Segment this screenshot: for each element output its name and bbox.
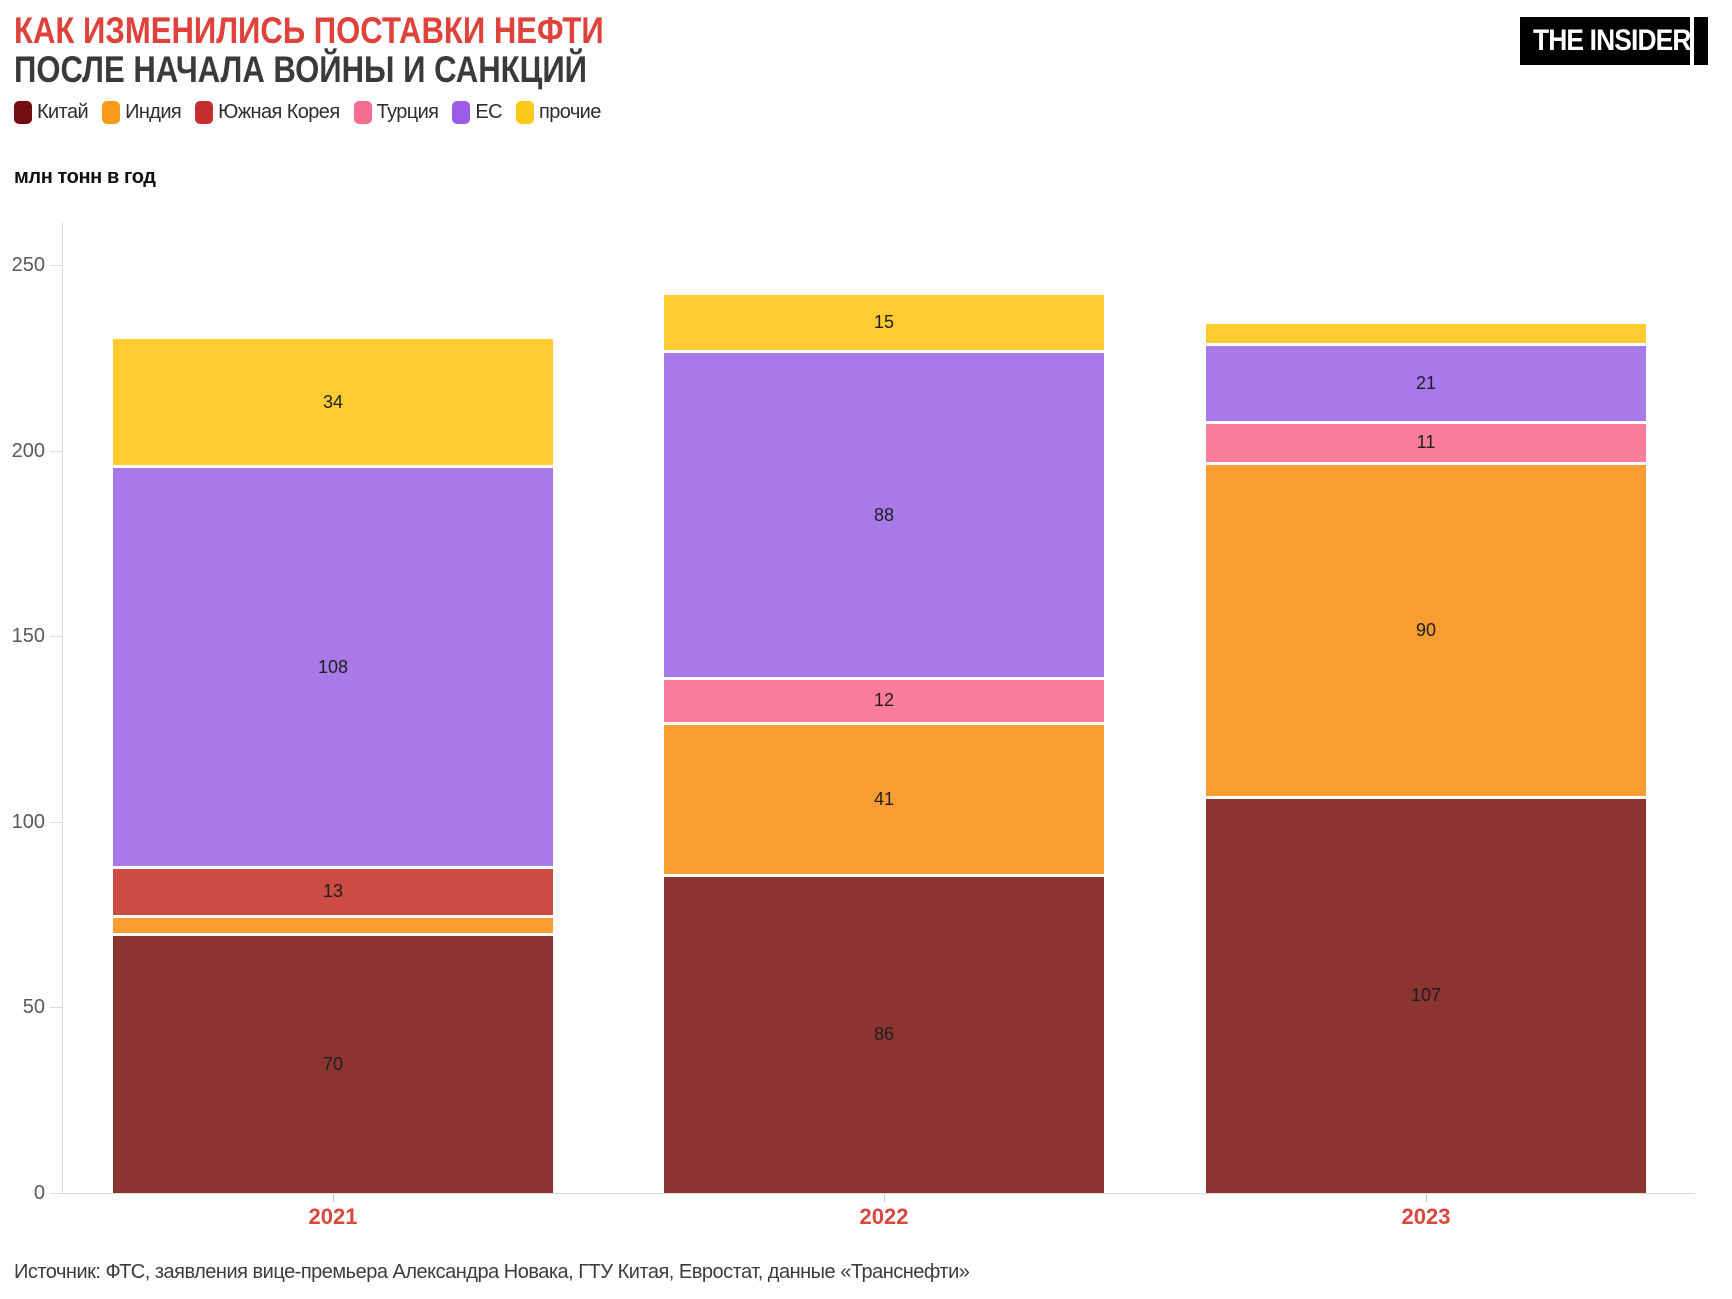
y-tick-label: 200	[11, 439, 45, 462]
bar-segment-Индия	[113, 914, 553, 934]
legend-swatch-eu	[452, 101, 471, 124]
y-tick-label: 150	[11, 625, 45, 648]
legend-label: Турция	[376, 101, 439, 123]
y-tick-label: 250	[11, 254, 45, 276]
y-tick-mark	[50, 636, 62, 638]
chart-legend: Китай Индия Южная Корея Турция ЕС прочие	[14, 101, 615, 124]
bar-segment-Южная Корея: 13	[113, 866, 553, 915]
legend-item-turkey: Турция	[353, 101, 439, 124]
y-tick-label: 100	[11, 810, 45, 833]
x-tick-label: 2023	[1401, 1204, 1451, 1229]
chart-title: КАК ИЗМЕНИЛИСЬ ПОСТАВКИ НЕФТИ	[14, 10, 604, 51]
legend-swatch-turkey	[353, 101, 372, 124]
bar-segment-Китай: 70	[113, 933, 553, 1193]
bar-segment-прочие: 15	[664, 294, 1104, 351]
y-tick-label: 50	[22, 996, 45, 1019]
segment-value-label: 11	[1416, 432, 1436, 453]
bar-segment-Китай: 86	[664, 873, 1104, 1193]
bar-segment-ЕС: 21	[1206, 342, 1646, 421]
y-axis-line	[62, 222, 63, 1193]
bar-segment-Китай: 107	[1206, 795, 1646, 1193]
legend-label: Индия	[125, 101, 182, 123]
bar-segment-Турция: 11	[1206, 420, 1646, 462]
segment-value-label: 88	[873, 504, 895, 525]
x-tick-mark	[1426, 1194, 1427, 1202]
segment-value-label: 90	[1415, 619, 1437, 640]
y-tick-label: 0	[33, 1182, 45, 1204]
bar-segment-Турция: 12	[664, 677, 1104, 722]
y-tick-mark	[50, 265, 62, 266]
bar-segment-ЕС: 88	[664, 350, 1104, 677]
insider-logo-stripe	[1690, 17, 1694, 65]
segment-value-label: 41	[873, 788, 895, 809]
legend-item-india: Индия	[102, 101, 182, 124]
y-axis-title: млн тонн в год	[14, 166, 156, 188]
segment-value-label: 107	[1410, 985, 1442, 1006]
x-axis-line	[62, 1193, 1695, 1194]
y-tick-mark	[50, 1007, 62, 1009]
insider-logo: THE INSIDER	[1520, 17, 1708, 65]
legend-item-south-korea: Южная Корея	[195, 101, 340, 124]
y-tick-mark	[50, 450, 62, 452]
legend-swatch-china	[14, 101, 32, 124]
y-tick-mark	[50, 821, 62, 823]
segment-value-label: 15	[873, 312, 895, 333]
segment-value-label: 108	[317, 656, 349, 677]
x-tick-mark	[333, 1194, 334, 1202]
segment-value-label: 70	[322, 1054, 344, 1075]
legend-label: Китай	[37, 101, 89, 123]
legend-swatch-india	[102, 101, 121, 124]
segment-value-label: 21	[1415, 372, 1437, 393]
x-tick-label: 2022	[859, 1204, 909, 1229]
segment-value-label: 12	[873, 690, 895, 711]
legend-label: ЕС	[475, 101, 502, 123]
legend-swatch-others	[516, 101, 534, 124]
bar-2021: 34 108 13 70	[113, 339, 553, 1193]
y-tick-mark	[50, 1193, 62, 1194]
legend-item-china: Китай	[14, 101, 89, 124]
bar-segment-Индия: 90	[1206, 461, 1646, 796]
legend-item-eu: ЕС	[452, 101, 503, 124]
legend-item-others: прочие	[516, 101, 601, 124]
bar-segment-Индия: 41	[664, 721, 1104, 874]
bar-segment-прочие: 34	[113, 339, 553, 466]
segment-value-label: 34	[322, 391, 344, 412]
chart-subtitle: ПОСЛЕ НАЧАЛА ВОЙНЫ И САНКЦИЙ	[14, 49, 588, 90]
bar-segment-ЕС: 108	[113, 465, 553, 867]
x-tick-label: 2021	[308, 1204, 358, 1229]
bar-2023: 21 11 90 107	[1206, 324, 1646, 1193]
source-note: Источник: ФТС, заявления вице-премьера А…	[14, 1261, 970, 1283]
legend-swatch-south-korea	[195, 101, 214, 124]
bar-segment-прочие	[1206, 324, 1646, 343]
insider-logo-text: THE INSIDER	[1533, 24, 1691, 57]
legend-label: Южная Корея	[218, 101, 340, 123]
legend-label: прочие	[539, 101, 601, 123]
x-tick-mark	[884, 1194, 885, 1202]
bar-2022: 15 88 12 41 86	[664, 294, 1104, 1193]
segment-value-label: 86	[873, 1024, 895, 1045]
segment-value-label: 13	[322, 881, 344, 902]
